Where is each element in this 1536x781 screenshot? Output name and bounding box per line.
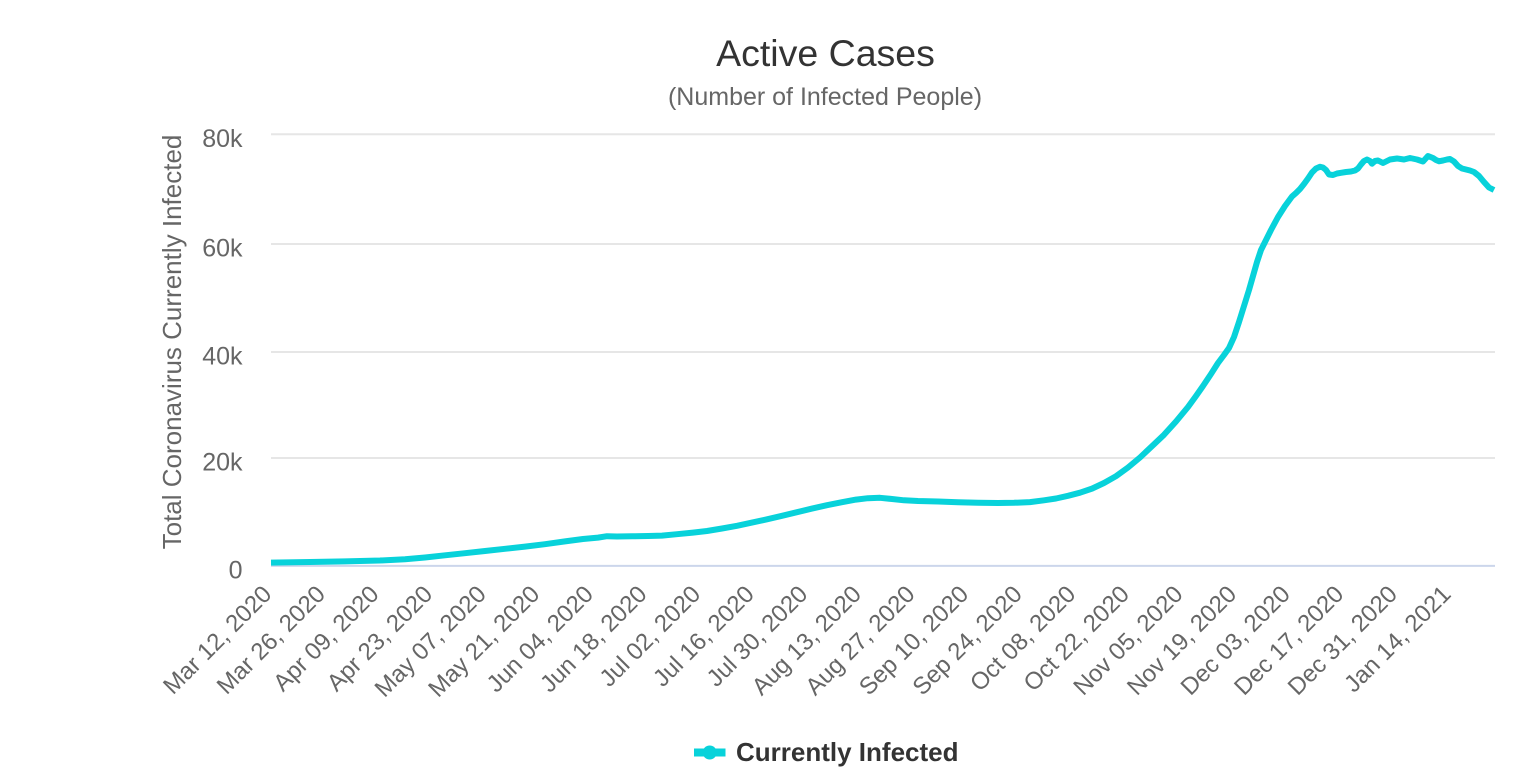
svg-text:Currently Infected: Currently Infected [736, 737, 959, 767]
svg-text:20k: 20k [202, 449, 243, 477]
svg-text:0: 0 [229, 556, 243, 584]
svg-text:40k: 40k [202, 343, 243, 371]
svg-text:Total Coronavirus Currently In: Total Coronavirus Currently Infected [157, 135, 187, 550]
svg-text:80k: 80k [202, 125, 243, 153]
svg-text:Active Cases: Active Cases [716, 32, 935, 74]
svg-text:60k: 60k [202, 235, 243, 263]
svg-text:(Number of Infected People): (Number of Infected People) [668, 83, 982, 111]
